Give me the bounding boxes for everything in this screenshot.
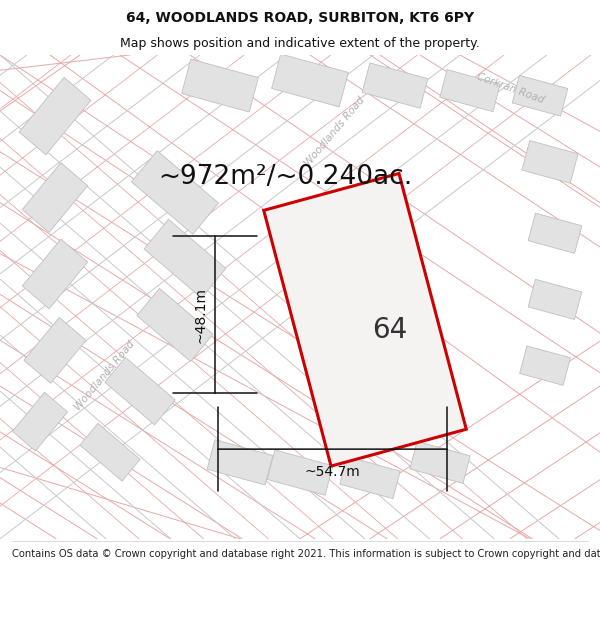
Polygon shape <box>267 450 333 495</box>
Text: Woodlands Road: Woodlands Road <box>73 339 137 412</box>
Polygon shape <box>410 441 470 483</box>
Polygon shape <box>22 239 88 309</box>
Polygon shape <box>528 279 582 319</box>
Polygon shape <box>362 63 428 108</box>
Polygon shape <box>137 288 213 361</box>
Polygon shape <box>520 346 571 386</box>
Text: ~972m²/~0.240ac.: ~972m²/~0.240ac. <box>158 164 412 190</box>
Polygon shape <box>440 69 500 112</box>
Polygon shape <box>24 318 86 383</box>
Text: 64, WOODLANDS ROAD, SURBITON, KT6 6PY: 64, WOODLANDS ROAD, SURBITON, KT6 6PY <box>126 11 474 25</box>
Polygon shape <box>13 392 68 451</box>
Polygon shape <box>522 141 578 183</box>
Polygon shape <box>80 423 140 481</box>
Polygon shape <box>528 213 582 253</box>
Polygon shape <box>22 162 88 232</box>
Text: Contains OS data © Crown copyright and database right 2021. This information is : Contains OS data © Crown copyright and d… <box>12 549 600 559</box>
Polygon shape <box>272 54 349 107</box>
Text: Map shows position and indicative extent of the property.: Map shows position and indicative extent… <box>120 38 480 51</box>
Polygon shape <box>512 76 568 116</box>
Polygon shape <box>131 151 218 234</box>
Polygon shape <box>105 357 175 425</box>
Polygon shape <box>19 78 91 155</box>
Text: 64: 64 <box>373 316 407 344</box>
Text: ~48.1m: ~48.1m <box>193 287 207 342</box>
Polygon shape <box>340 457 400 499</box>
Polygon shape <box>144 219 226 298</box>
Text: Corkran Road: Corkran Road <box>475 72 545 106</box>
Polygon shape <box>207 440 273 485</box>
Text: ~54.7m: ~54.7m <box>305 466 361 479</box>
Polygon shape <box>264 174 466 466</box>
Polygon shape <box>182 59 259 112</box>
Text: Woodlands Road: Woodlands Road <box>303 95 367 168</box>
